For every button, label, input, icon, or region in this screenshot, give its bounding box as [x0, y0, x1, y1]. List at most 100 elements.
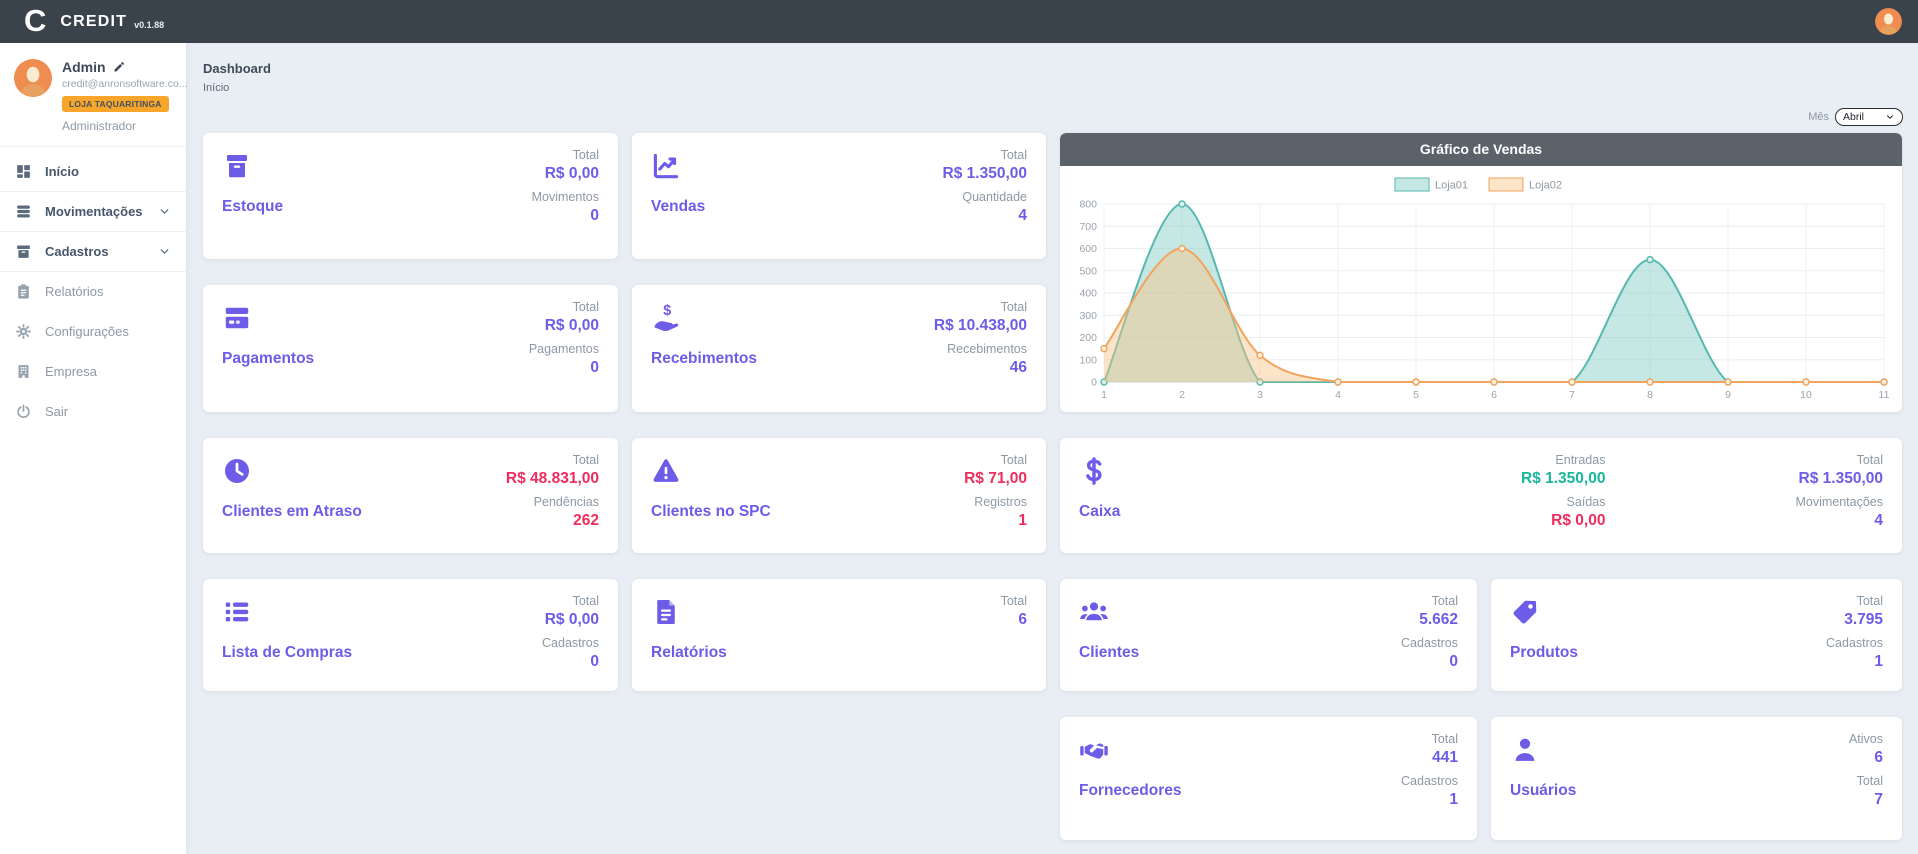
stat-label: Registros [974, 495, 1027, 509]
stat-value: R$ 0,00 [544, 165, 599, 182]
warning-triangle-icon [651, 456, 681, 486]
card-clientes[interactable]: Clientes Total 5.662 Cadastros 0 [1060, 579, 1477, 691]
grid-icon [15, 163, 32, 180]
stat-label: Total [1856, 453, 1883, 467]
page-title: Dashboard [203, 61, 271, 76]
user-avatar[interactable] [1875, 8, 1902, 35]
stat-label: Total [572, 300, 599, 314]
card-fornecedores[interactable]: Fornecedores Total 441 Cadastros 1 [1060, 717, 1477, 840]
stat-label: Total [1856, 774, 1883, 788]
stat-label: Total [1000, 453, 1027, 467]
credit-card-icon [222, 303, 252, 333]
cards-grid: Gráfico de Vendas 0 100 200 300 400 500 600 700… [203, 133, 1902, 840]
stat-label: Total [1000, 148, 1027, 162]
stat-value: R$ 10.438,00 [933, 317, 1027, 334]
archive-box-icon [222, 151, 252, 181]
power-icon [15, 403, 32, 420]
clipboard-icon [15, 283, 32, 300]
stat-label: Movimentações [1795, 495, 1883, 509]
app-version: v0.1.88 [134, 20, 165, 30]
stat-value: 6 [1874, 749, 1883, 766]
chevron-down-icon [158, 245, 171, 258]
stat-value: 6 [1018, 611, 1027, 628]
sidebar-item-inicio[interactable]: Início [0, 151, 186, 191]
list-icon [222, 597, 252, 627]
svg-text:800: 800 [1079, 199, 1097, 211]
chevron-down-icon [1885, 112, 1895, 122]
top-bar: C CREDIT v0.1.88 [0, 0, 1918, 43]
sidebar-item-relatorios[interactable]: Relatórios [0, 271, 186, 311]
sidebar-item-cadastros[interactable]: Cadastros [0, 231, 186, 271]
file-text-icon [651, 597, 681, 627]
stat-label: Total [1431, 594, 1458, 608]
profile-panel: Admin credit@anronsoftware.co... LOJA TA… [0, 43, 188, 147]
svg-text:10: 10 [1800, 389, 1812, 401]
stat-value: R$ 71,00 [964, 470, 1027, 487]
card-vendas[interactable]: Vendas Total R$ 1.350,00 Quantidade 4 [632, 133, 1046, 259]
svg-text:6: 6 [1491, 389, 1497, 401]
stat-value: R$ 1.350,00 [1520, 470, 1606, 487]
profile-avatar[interactable] [14, 59, 52, 97]
sidebar-item-configuracoes[interactable]: Configurações [0, 311, 186, 351]
sidebar-item-movimentacoes[interactable]: Movimentações [0, 191, 186, 231]
stat-value: 1 [1018, 512, 1027, 529]
svg-text:100: 100 [1079, 354, 1097, 366]
svg-text:1: 1 [1101, 389, 1107, 401]
month-select[interactable]: Abril [1835, 108, 1903, 126]
profile-email: credit@anronsoftware.co... [62, 78, 188, 90]
stat-label: Recebimentos [947, 342, 1027, 356]
svg-text:700: 700 [1079, 221, 1097, 233]
profile-role: Administrador [62, 119, 137, 133]
clock-icon [222, 456, 252, 486]
svg-text:$: $ [663, 303, 671, 319]
stat-value: 0 [1449, 653, 1458, 670]
card-lista-compras[interactable]: Lista de Compras Total R$ 0,00 Cadastros… [203, 579, 618, 691]
stat-label: Cadastros [542, 636, 599, 650]
stat-value: 0 [590, 653, 599, 670]
card-title: Fornecedores [1079, 782, 1182, 799]
stat-value: 4 [1018, 207, 1027, 224]
sidebar-menu: Início Movimentações Cadastros Relatórios Co… [0, 147, 186, 431]
sidebar-item-sair[interactable]: Sair [0, 391, 186, 431]
card-title: Estoque [222, 198, 284, 215]
svg-text:2: 2 [1179, 389, 1185, 401]
stat-label: Pendências [533, 495, 599, 509]
stat-value: R$ 1.350,00 [1798, 470, 1883, 487]
stat-label: Cadastros [1826, 636, 1883, 650]
card-estoque[interactable]: Estoque Total R$ 0,00 Movimentos 0 [203, 133, 618, 259]
svg-text:3: 3 [1257, 389, 1263, 401]
card-caixa[interactable]: Caixa Entradas R$ 1.350,00 Saídas R$ 0,0… [1060, 438, 1902, 553]
card-produtos[interactable]: Produtos Total 3.795 Cadastros 1 [1491, 579, 1902, 691]
building-icon [15, 363, 32, 380]
svg-text:200: 200 [1079, 332, 1097, 344]
legend-item[interactable]: Loja02 [1488, 177, 1562, 192]
svg-text:4: 4 [1335, 389, 1341, 401]
sidebar: Admin credit@anronsoftware.co... LOJA TA… [0, 43, 188, 854]
stat-label: Cadastros [1401, 774, 1458, 788]
user-icon [1510, 735, 1540, 765]
gear-icon [15, 323, 32, 340]
stat-label: Total [572, 453, 599, 467]
card-title: Usuários [1510, 782, 1577, 799]
stat-label: Movimentos [531, 190, 599, 204]
card-title: Clientes em Atraso [222, 503, 362, 520]
sales-chart-card: Gráfico de Vendas 0 100 200 300 400 500 600 700… [1060, 133, 1902, 412]
store-badge: LOJA TAQUARITINGA [62, 96, 169, 112]
stat-value: 4 [1874, 512, 1883, 529]
card-usuarios[interactable]: Usuários Ativos 6 Total 7 [1491, 717, 1902, 840]
card-pagamentos[interactable]: Pagamentos Total R$ 0,00 Pagamentos 0 [203, 285, 618, 412]
chart-line-icon [651, 151, 681, 181]
legend-item[interactable]: Loja01 [1394, 177, 1468, 192]
card-clientes-atraso[interactable]: Clientes em Atraso Total R$ 48.831,00 Pe… [203, 438, 618, 553]
stat-label: Total [1000, 300, 1027, 314]
card-relatorios[interactable]: Relatórios Total 6 [632, 579, 1046, 691]
card-recebimentos[interactable]: $ Recebimentos Total R$ 10.438,00 Recebi… [632, 285, 1046, 412]
card-clientes-spc[interactable]: Clientes no SPC Total R$ 71,00 Registros… [632, 438, 1046, 553]
stat-value: R$ 1.350,00 [942, 165, 1027, 182]
edit-profile-icon[interactable] [113, 61, 125, 73]
app-logo: C [24, 2, 47, 38]
stat-label: Total [1000, 594, 1027, 608]
month-select-value: Abril [1843, 111, 1865, 123]
sidebar-item-empresa[interactable]: Empresa [0, 351, 186, 391]
month-filter-label: Mês [1808, 111, 1829, 123]
